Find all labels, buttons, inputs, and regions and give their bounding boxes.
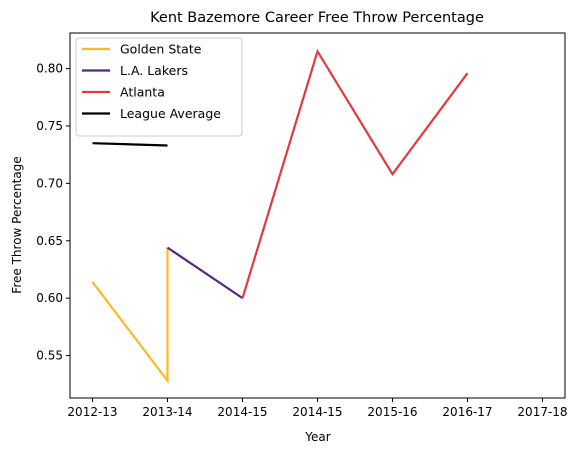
y-tick-label: 0.75: [36, 119, 63, 133]
series-line-atlanta: [241, 48, 469, 299]
legend-box: [75, 37, 243, 137]
legend-label: Atlanta: [120, 85, 165, 100]
legend-label: Golden State: [120, 42, 202, 57]
x-tick-label: 2016-17: [442, 405, 492, 419]
x-tick-label: 2017-18: [517, 405, 567, 419]
series-layer: [91, 48, 469, 385]
chart-title: Kent Bazemore Career Free Throw Percenta…: [150, 10, 484, 26]
x-tick-label: 2012-13: [67, 405, 117, 419]
legend: Golden State L.A. Lakers Atlanta League Ave…: [75, 37, 243, 137]
x-axis: 2012-13 2013-14 2014-15 2014-15 2015-16 2016-…: [67, 398, 568, 419]
y-tick-label: 0.80: [36, 62, 63, 76]
series-line-l-a-lakers: [166, 246, 244, 300]
legend-label: League Average: [120, 106, 221, 121]
y-axis-label: Free Throw Percentage: [10, 156, 24, 293]
legend-label: L.A. Lakers: [120, 63, 188, 78]
series-line-golden-state: [91, 247, 169, 385]
x-tick-label: 2014-15: [292, 405, 342, 419]
y-tick-label: 0.55: [36, 349, 63, 363]
x-tick-label: 2014-15: [217, 405, 267, 419]
y-tick-label: 0.65: [36, 234, 63, 248]
x-tick-label: 2015-16: [367, 405, 417, 419]
x-axis-label: Year: [304, 430, 330, 444]
y-tick-label: 0.70: [36, 176, 63, 190]
x-tick-label: 2013-14: [142, 405, 192, 419]
y-axis: 0.55 0.60 0.65 0.70 0.75 0.80: [36, 62, 70, 363]
y-tick-label: 0.60: [36, 291, 63, 305]
series-line-league-average: [92, 142, 168, 147]
